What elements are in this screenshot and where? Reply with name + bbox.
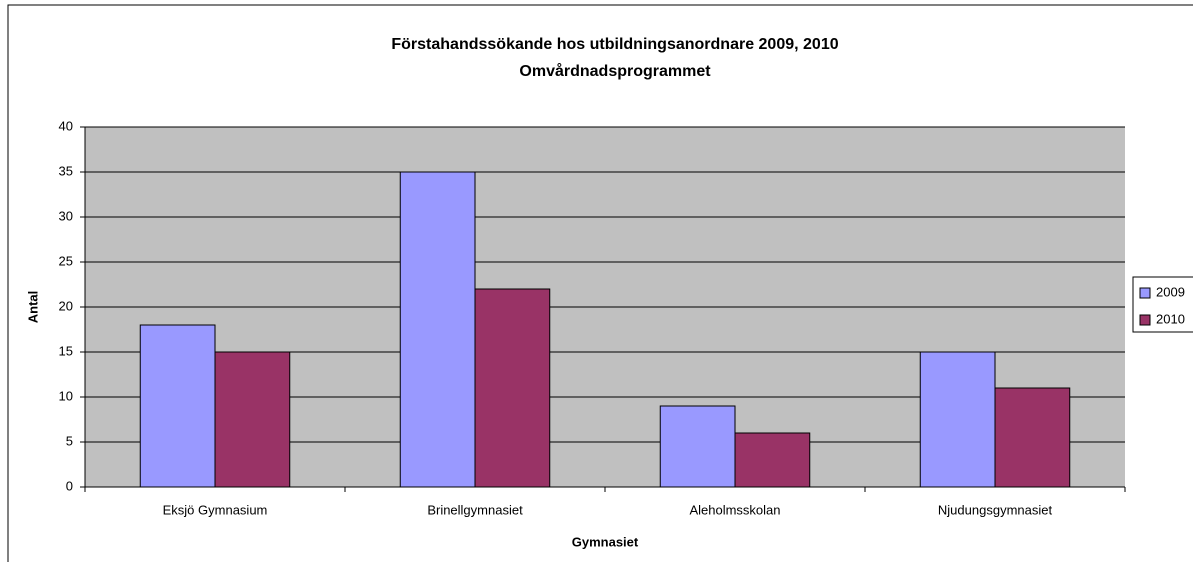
y-tick-label: 0 <box>66 478 73 493</box>
bar <box>994 387 1071 488</box>
legend-label: 2010 <box>1156 311 1185 326</box>
bar <box>139 324 216 488</box>
y-tick-label: 20 <box>59 298 73 313</box>
y-tick-label: 30 <box>59 208 73 223</box>
bar <box>734 432 811 488</box>
bar <box>214 351 291 488</box>
y-tick-label: 25 <box>59 253 73 268</box>
legend-swatch <box>1139 287 1151 299</box>
y-tick-label: 10 <box>59 388 73 403</box>
legend-box <box>1132 276 1193 333</box>
bar <box>474 288 551 488</box>
y-tick-label: 35 <box>59 163 73 178</box>
x-axis-label: Gymnasiet <box>572 534 639 549</box>
x-tick-label: Aleholmsskolan <box>689 502 780 517</box>
chart-subtitle: Omvårdnadsprogrammet <box>519 62 711 80</box>
legend-label: 2009 <box>1156 284 1185 299</box>
bar <box>919 351 996 488</box>
bar <box>399 171 476 488</box>
chart-title: Förstahandssökande hos utbildningsanordn… <box>391 36 838 53</box>
legend-swatch <box>1139 314 1151 326</box>
x-tick-label: Eksjö Gymnasium <box>163 502 268 517</box>
y-axis-label: Antal <box>25 291 40 324</box>
x-tick-label: Brinellgymnasiet <box>427 502 523 517</box>
bar <box>659 405 736 488</box>
x-tick-label: Njudungsgymnasiet <box>938 502 1053 517</box>
y-tick-label: 15 <box>59 343 73 358</box>
y-tick-label: 5 <box>66 433 73 448</box>
y-tick-label: 40 <box>59 118 73 133</box>
